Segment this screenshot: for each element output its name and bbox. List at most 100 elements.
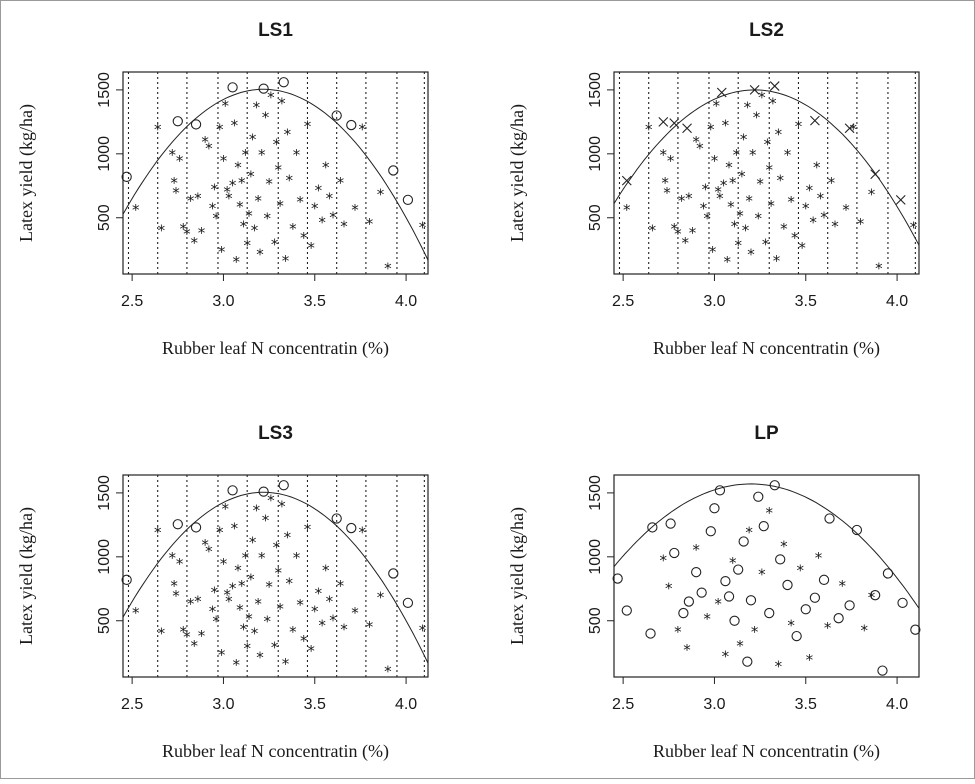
boundary-point: [388, 165, 399, 176]
x-tick-label: 2.5: [121, 696, 143, 713]
plot-frame: [122, 474, 429, 678]
data-point: *: [667, 152, 675, 170]
boundary-point: [870, 590, 881, 601]
data-point: *: [795, 118, 803, 136]
data-point: *: [337, 577, 345, 595]
data-point: *: [236, 601, 244, 619]
boundary-point: [833, 613, 844, 624]
data-point: *: [243, 237, 251, 255]
data-point: *: [736, 207, 744, 225]
data-point: *: [649, 221, 657, 239]
data-point: *: [419, 622, 427, 640]
data-point: *: [769, 95, 777, 113]
data-point: *: [238, 577, 246, 595]
boundary-point: [258, 486, 269, 497]
boundary-point: [910, 624, 921, 635]
boundary-point: [647, 522, 658, 533]
boundary-point: [278, 77, 289, 88]
data-point: *: [709, 243, 717, 261]
data-point: *: [384, 663, 392, 681]
data-point: *: [733, 146, 741, 164]
data-point: *: [190, 234, 198, 252]
data-point: *: [264, 613, 272, 631]
data-point: *: [683, 641, 691, 659]
y-tick-label: 1000: [587, 136, 604, 172]
boundary-point: [691, 567, 702, 578]
data-point: *: [868, 185, 876, 203]
data-point: *: [278, 95, 286, 113]
data-point: *: [194, 189, 202, 207]
data-point: *: [205, 139, 213, 157]
data-point: *: [860, 622, 868, 640]
data-point: *: [809, 214, 817, 232]
data-point: *: [216, 120, 224, 138]
boundary-point: [190, 119, 202, 130]
data-point: *: [262, 512, 270, 530]
data-point: *: [660, 551, 668, 569]
data-point: *: [366, 215, 374, 233]
data-point: *: [674, 623, 682, 641]
data-point: *: [751, 623, 759, 641]
y-tick-label: 1500: [587, 72, 604, 108]
boundary-point: [742, 656, 753, 667]
data-point: *: [282, 252, 290, 270]
data-point: *: [806, 182, 814, 200]
data-point: *: [236, 198, 244, 216]
data-point: *: [714, 595, 722, 613]
data-point: *: [661, 174, 669, 192]
data-point: *: [784, 146, 792, 164]
data-point: *: [222, 97, 230, 115]
boundary-point: [729, 615, 740, 626]
data-point: *: [322, 159, 330, 177]
data-point: *: [170, 577, 178, 595]
data-point: *: [247, 571, 255, 589]
boundary-point: [278, 480, 289, 491]
data-point: *: [711, 152, 719, 170]
panel-title: LS2: [749, 20, 784, 41]
data-point: *: [820, 208, 828, 226]
data-point: *: [211, 180, 219, 198]
data-point: *: [722, 116, 730, 134]
data-point: *: [278, 498, 286, 516]
data-point: *: [815, 549, 823, 567]
boundary-point: [745, 595, 757, 606]
data-point: *: [842, 201, 850, 219]
plot-frame: [613, 71, 920, 275]
data-point: *: [274, 161, 282, 179]
data-point: *: [262, 109, 270, 127]
data-point: *: [296, 596, 304, 614]
y-tick-label: 500: [96, 607, 113, 634]
boundary-point: [769, 81, 780, 91]
boundary-point: [172, 116, 183, 127]
data-point: *: [756, 175, 764, 193]
data-point: *: [731, 217, 739, 235]
data-point: *: [753, 109, 761, 127]
x-tick-label: 4.0: [886, 696, 908, 713]
data-point: *: [240, 620, 248, 638]
boundary-point: [775, 554, 786, 565]
data-point: *: [158, 624, 166, 642]
data-point: *: [154, 523, 162, 541]
data-point: *: [326, 189, 334, 207]
data-point: *: [685, 189, 693, 207]
boundary-point: [190, 522, 202, 533]
data-point: *: [284, 528, 292, 546]
data-point: *: [703, 610, 711, 628]
data-point: *: [702, 180, 710, 198]
data-point: *: [797, 562, 805, 580]
data-point: *: [256, 649, 264, 667]
data-point: *: [267, 88, 275, 106]
boundary-point: [346, 522, 357, 534]
boundary-point: [753, 491, 764, 502]
x-tick-label: 4.0: [886, 293, 908, 310]
data-point: *: [745, 523, 753, 541]
data-point: *: [232, 656, 240, 674]
x-tick-label: 3.0: [703, 696, 725, 713]
data-point: *: [831, 217, 839, 235]
boundary-point: [696, 587, 707, 598]
data-point: *: [762, 235, 770, 253]
boundary-point: [800, 604, 811, 615]
data-point: *: [229, 177, 237, 195]
data-point: *: [791, 229, 799, 247]
data-point: *: [253, 99, 261, 117]
